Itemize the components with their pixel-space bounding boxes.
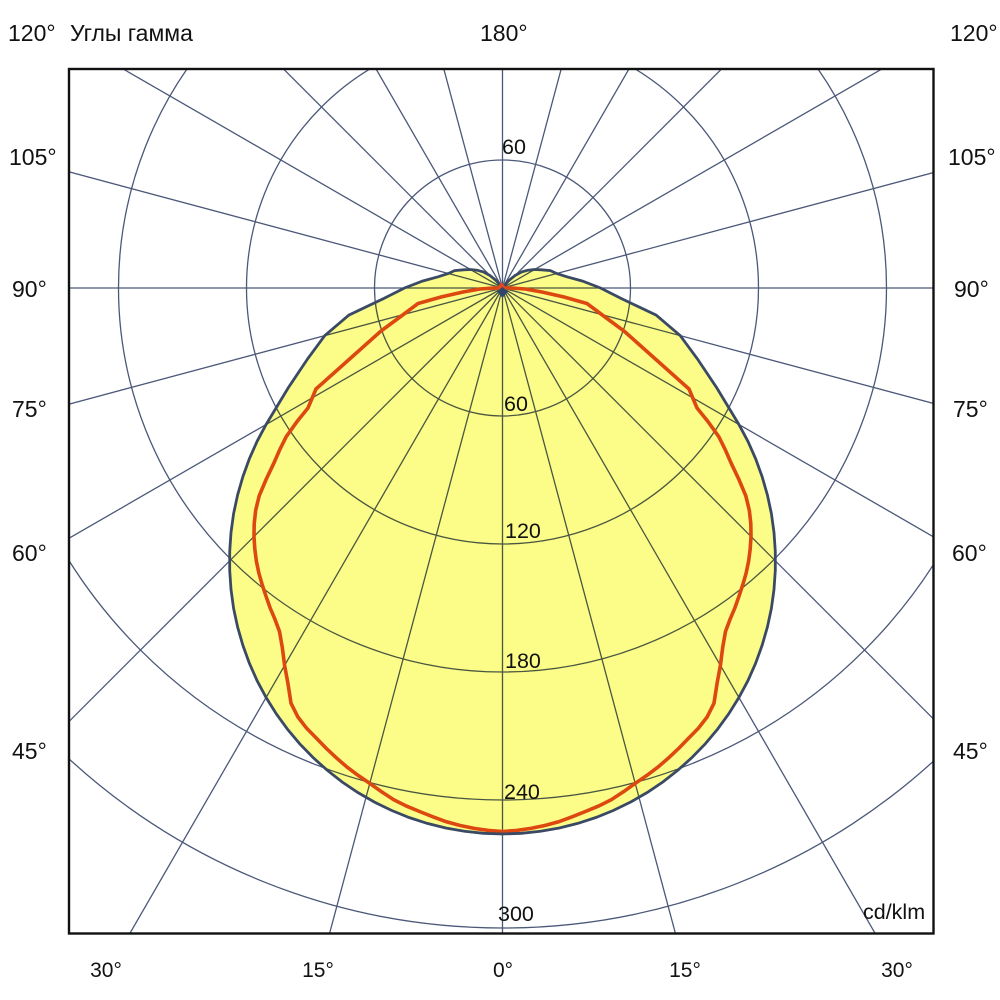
svg-text:15°: 15° (302, 959, 334, 982)
svg-text:75°: 75° (953, 396, 988, 422)
svg-text:75°: 75° (12, 396, 47, 422)
svg-text:45°: 45° (12, 738, 47, 764)
svg-text:105°: 105° (9, 144, 57, 170)
svg-text:240: 240 (504, 780, 540, 804)
svg-text:15°: 15° (669, 959, 701, 982)
svg-text:Углы гамма: Углы гамма (70, 20, 193, 46)
svg-text:60°: 60° (12, 540, 47, 566)
svg-text:90°: 90° (954, 276, 989, 302)
svg-text:90°: 90° (12, 276, 47, 302)
svg-text:60: 60 (504, 392, 528, 416)
svg-text:30°: 30° (90, 959, 122, 982)
svg-text:120: 120 (505, 519, 541, 543)
svg-text:cd/klm: cd/klm (863, 900, 925, 924)
svg-text:0°: 0° (493, 959, 513, 982)
svg-text:180: 180 (505, 649, 541, 673)
svg-text:300: 300 (498, 902, 534, 926)
svg-text:30°: 30° (881, 959, 913, 982)
svg-text:180°: 180° (480, 20, 528, 46)
svg-text:60: 60 (502, 135, 526, 159)
svg-text:120°: 120° (8, 20, 56, 46)
svg-text:60°: 60° (952, 540, 987, 566)
svg-text:105°: 105° (948, 144, 996, 170)
svg-text:45°: 45° (953, 738, 988, 764)
svg-text:120°: 120° (950, 20, 998, 46)
